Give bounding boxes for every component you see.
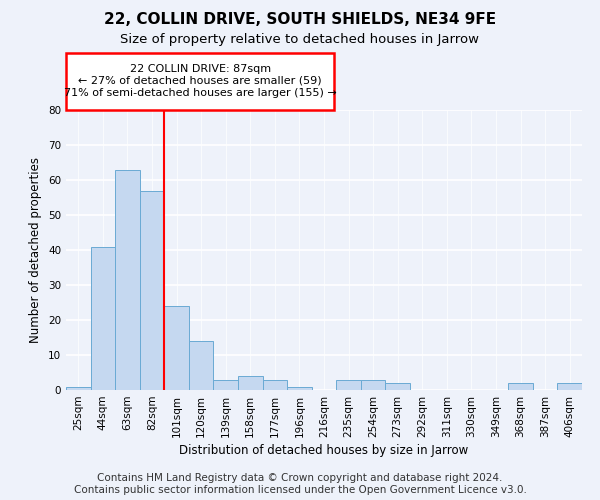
X-axis label: Distribution of detached houses by size in Jarrow: Distribution of detached houses by size … [179,444,469,457]
Text: 22 COLLIN DRIVE: 87sqm
← 27% of detached houses are smaller (59)
71% of semi-det: 22 COLLIN DRIVE: 87sqm ← 27% of detached… [64,64,337,98]
Text: 22, COLLIN DRIVE, SOUTH SHIELDS, NE34 9FE: 22, COLLIN DRIVE, SOUTH SHIELDS, NE34 9F… [104,12,496,28]
Bar [115,170,140,390]
Bar [66,386,91,390]
Bar [164,306,189,390]
Bar [557,383,582,390]
Bar [91,246,115,390]
Bar [508,383,533,390]
Bar [287,386,312,390]
Bar [385,383,410,390]
Bar [238,376,263,390]
Text: Contains HM Land Registry data © Crown copyright and database right 2024.
Contai: Contains HM Land Registry data © Crown c… [74,474,526,495]
Bar [263,380,287,390]
Bar [361,380,385,390]
Bar [214,380,238,390]
Bar [189,341,214,390]
Bar [336,380,361,390]
Bar [140,190,164,390]
Y-axis label: Number of detached properties: Number of detached properties [29,157,43,343]
Text: Size of property relative to detached houses in Jarrow: Size of property relative to detached ho… [121,32,479,46]
